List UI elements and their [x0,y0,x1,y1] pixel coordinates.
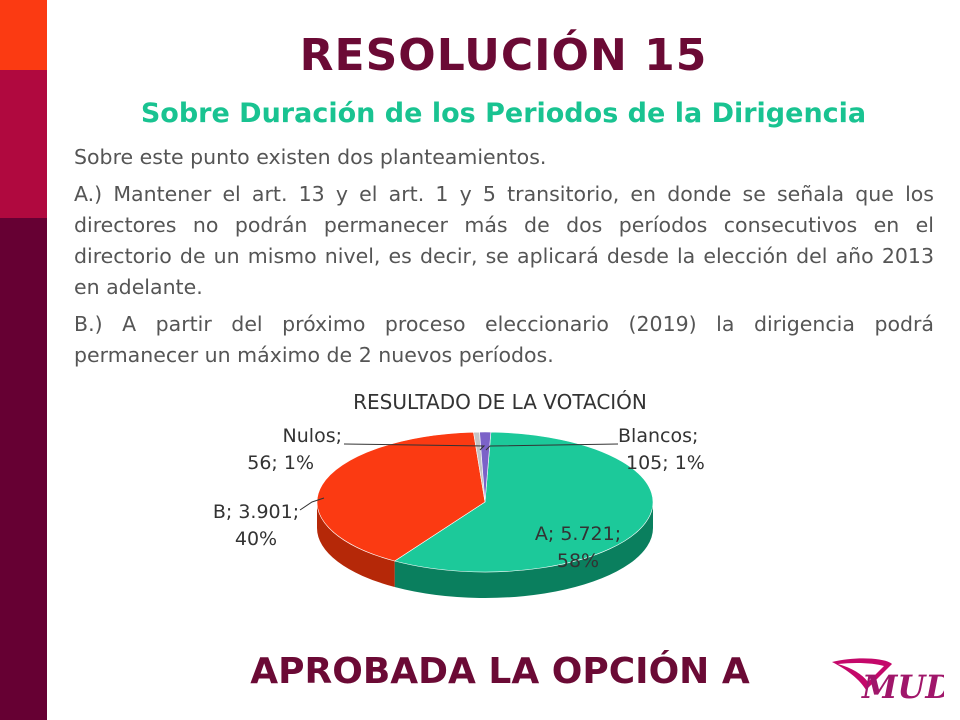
data-label-b: B; 3.901; 40% [213,501,299,550]
pie-leader-lines [299,443,619,511]
data-label-a: A; 5.721; 58% [535,523,621,572]
slide-title: RESOLUCIÓN 15 [299,30,708,81]
sidebar-stripe-top [0,0,47,70]
paragraph-option-b: B.) A partir del próximo proceso eleccio… [74,312,934,367]
pie-slice-b [316,431,486,562]
paragraph-option-a: A.) Mantener el art. 13 y el art. 1 y 5 … [74,182,934,299]
sidebar-stripe-middle [0,70,47,218]
mud-logo: MUD [832,658,944,706]
pie-slice-a [393,431,654,573]
pie-side-a [394,502,653,598]
approval-banner: APROBADA LA OPCIÓN A [250,651,750,692]
leader-line-blancos [485,443,619,451]
pie-sides [317,502,653,598]
body-text: Sobre este punto existen dos planteamien… [74,142,934,377]
chart-title: RESULTADO DE LA VOTACIÓN [353,390,647,414]
pie-tops [316,431,654,573]
vote-result-pie-chart: RESULTADO DE LA VOTACIÓN A; 5.721; 58% B; … [213,390,705,598]
leader-line-b [299,497,325,511]
pie-slice-blancos [479,431,492,503]
slide-subtitle: Sobre Duración de los Periodos de la Dir… [140,98,867,129]
pie-side-b [317,502,395,588]
data-label-nulos: Nulos; 56; 1% [247,425,342,474]
paragraph-intro: Sobre este punto existen dos planteamien… [74,145,547,169]
pie-data-labels: A; 5.721; 58% B; 3.901; 40% Nulos; 56; 1% Blan… [213,425,705,572]
data-label-blancos: Blancos; 105; 1% [618,425,705,474]
sidebar-stripe-bottom [0,218,47,720]
mud-logo-text: MUD [861,668,944,706]
leader-line-nulos [343,443,486,451]
